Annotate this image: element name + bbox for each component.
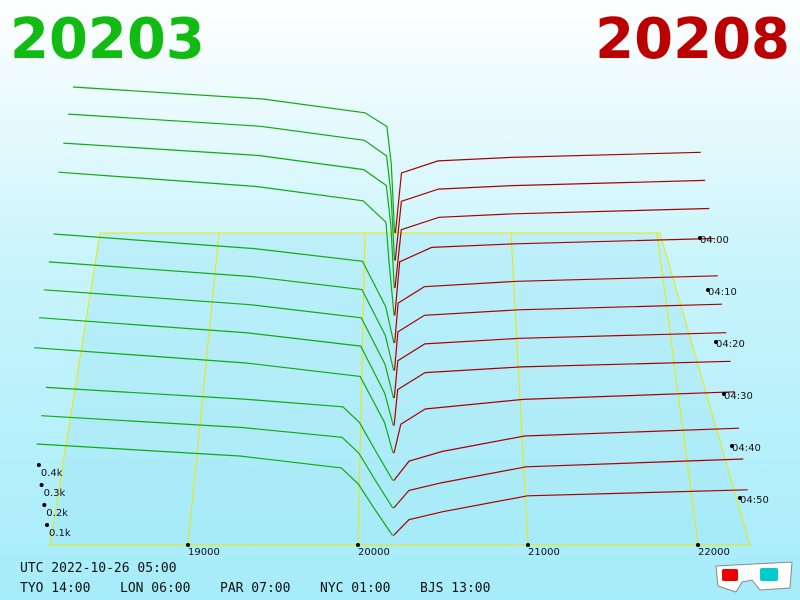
city-clock: BJS 13:00 xyxy=(420,581,490,596)
time-tick-label: 04:40 xyxy=(732,443,761,454)
bid-depth-line xyxy=(72,86,396,234)
bid-depth-line xyxy=(63,142,395,289)
ask-depth-line xyxy=(392,489,748,537)
bid-depth-line xyxy=(53,233,395,344)
tick-mark xyxy=(356,543,360,547)
bid-depth-line xyxy=(58,171,395,316)
tick-mark xyxy=(698,236,702,240)
ask-depth-line xyxy=(394,275,718,344)
axes: 19000 20000 21000 22000 0.1k 0.2k 0.3k 0.4k 04:0… xyxy=(36,235,769,558)
y-tick-label: 0.3k xyxy=(44,488,66,499)
city-clock: PAR 07:00 xyxy=(220,581,290,596)
grid-line xyxy=(357,232,366,546)
grid xyxy=(187,232,699,546)
tick-mark xyxy=(42,503,47,507)
tick-mark xyxy=(186,543,190,547)
time-tick-label: 04:50 xyxy=(740,495,769,506)
city-clock: TYO 14:00 xyxy=(20,581,90,596)
ask-depth-line xyxy=(394,207,710,289)
tick-mark xyxy=(722,392,726,396)
bid-depth-line xyxy=(43,289,395,399)
tick-mark xyxy=(526,543,530,547)
ask-depth-line xyxy=(393,303,723,371)
ask-price: 20208 xyxy=(595,7,790,72)
y-tick-label: 0.2k xyxy=(46,508,68,519)
bid-depth-line xyxy=(45,386,394,481)
bid-depth-line xyxy=(34,347,394,454)
tick-mark xyxy=(730,444,734,448)
time-tick-label: 04:10 xyxy=(708,287,737,298)
bid-depth-line xyxy=(41,415,394,509)
depth-rows xyxy=(34,86,748,537)
ask-depth-line xyxy=(393,360,731,426)
city-clock: LON 06:00 xyxy=(120,581,190,596)
grid-line xyxy=(656,232,699,546)
bid-price: 20203 xyxy=(10,7,205,72)
ask-depth-line xyxy=(393,332,727,399)
utc-clock: UTC 2022-10-26 05:00 xyxy=(20,561,177,576)
tick-mark xyxy=(738,496,742,500)
ask-depth-line xyxy=(393,427,740,481)
tick-mark xyxy=(39,483,44,487)
time-tick-label: 04:20 xyxy=(716,339,745,350)
x-tick-label: 21000 xyxy=(528,547,560,558)
y-tick-label: 0.4k xyxy=(41,468,63,479)
x-tick-label: 22000 xyxy=(698,547,730,558)
tick-mark xyxy=(696,543,700,547)
ask-depth-line xyxy=(394,151,701,234)
floor xyxy=(49,232,751,546)
tick-mark xyxy=(45,523,49,527)
bid-depth-line xyxy=(48,261,395,371)
y-tick-label: 0.1k xyxy=(49,528,71,539)
time-tick-label: 04:30 xyxy=(724,391,753,402)
tick-mark xyxy=(714,340,718,344)
tick-mark xyxy=(706,288,710,292)
x-tick-label: 19000 xyxy=(188,547,220,558)
grid-line xyxy=(187,232,220,546)
bid-depth-line xyxy=(39,317,394,426)
time-tick-label: 04:00 xyxy=(700,235,729,246)
city-clock: NYC 01:00 xyxy=(320,581,390,596)
tick-mark xyxy=(36,463,41,467)
bid-depth-line xyxy=(68,113,396,261)
ask-depth-line xyxy=(394,179,706,261)
x-tick-label: 20000 xyxy=(358,547,390,558)
glasses-icon xyxy=(715,561,793,593)
ask-depth-line xyxy=(394,237,714,316)
ask-depth-line xyxy=(393,458,744,509)
grid-line xyxy=(510,232,529,546)
bid-depth-line xyxy=(36,443,394,536)
ask-depth-line xyxy=(393,391,735,454)
